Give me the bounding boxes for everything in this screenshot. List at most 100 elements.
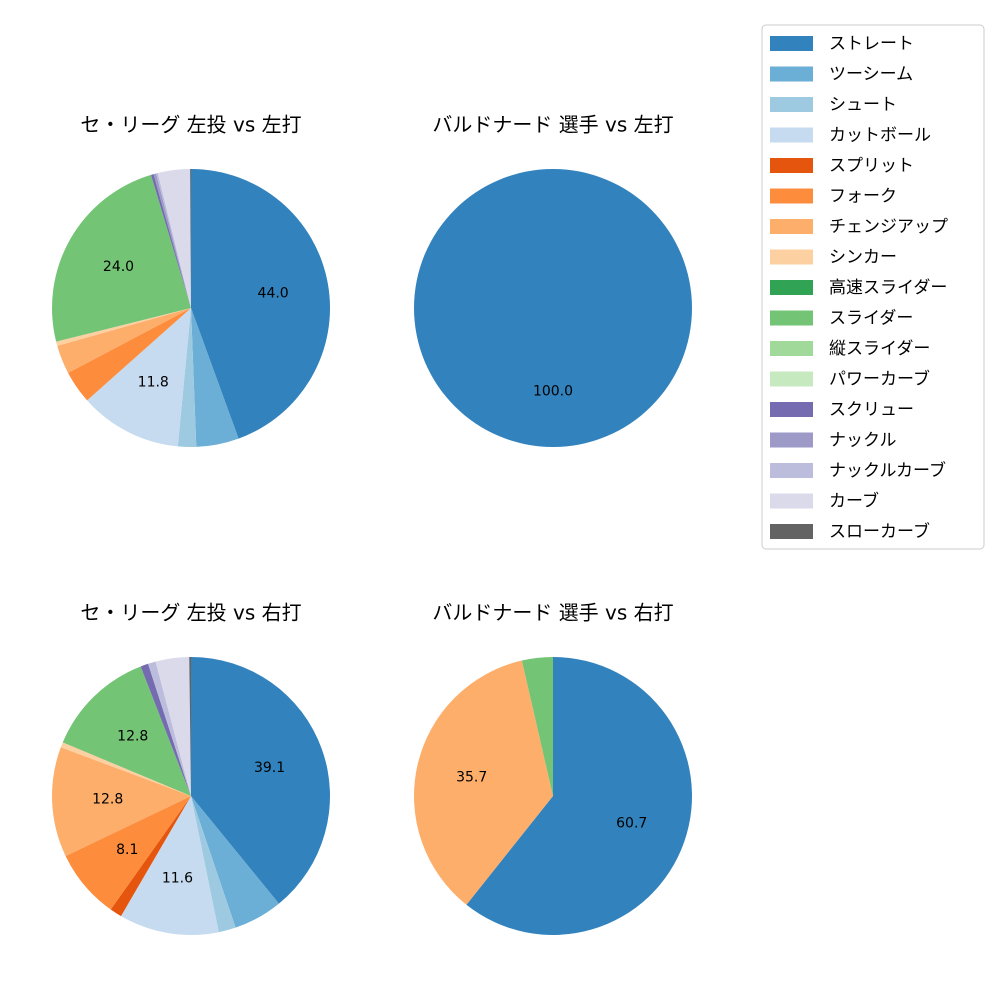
legend-swatch [770,371,813,387]
pie-chart-3: セ・リーグ 左投 vs 右打 39.1 11.6 8.1 12.8 12.8 [52,601,331,935]
legend-item: チェンジアップ [770,217,948,237]
pie-slice-カットボール [120,796,219,935]
pie-slice-フォーク [68,308,191,401]
pie-title: バルドナード 選手 vs 左打 [432,113,673,137]
pie-title: セ・リーグ 左投 vs 左打 [80,113,301,137]
legend-item: スライダー [770,309,913,329]
legend-label: フォーク [829,187,897,207]
legend-item: カットボール [770,126,931,146]
legend-label: 高速スライダー [829,278,947,298]
pie-title: バルドナード 選手 vs 右打 [432,601,673,625]
legend-item: シンカー [770,248,897,268]
pie-slice-label: 35.7 [456,770,487,786]
pie-slice-フォーク [65,796,191,910]
legend-label: ナックル [829,431,897,451]
legend-item: カーブ [770,491,879,512]
legend-label: ストレート [829,34,914,54]
pie-slice-チェンジアップ [52,747,191,856]
legend-items: ストレートツーシームシュートカットボールスプリットフォークチェンジアップシンカー… [770,34,948,542]
pie-slice-label: 44.0 [258,286,289,302]
pie-slice-スライダー [52,174,192,342]
pie-slice-カーブ [157,169,191,308]
pie-slice-label: 24.0 [103,259,134,275]
legend-swatch [770,432,813,448]
legend-swatch [770,493,813,509]
pie-slice-スローカーブ [189,657,191,796]
legend-label: ナックルカーブ [829,460,946,481]
legend-item: 縦スライダー [770,339,930,359]
legend-swatch [770,310,813,326]
legend-label: スプリット [829,156,914,176]
pie-slice-スライダー [521,657,553,796]
pie-slice-label: 11.8 [138,374,169,390]
legend-item: スクリュー [770,400,914,420]
pie-slice-label: 8.1 [116,842,138,858]
legend-label: シュート [829,95,897,115]
legend-swatch [770,97,813,112]
legend-swatch [770,188,813,204]
pie-slice-ストレート [414,169,692,447]
legend-item: シュート [770,95,897,115]
pie-slice-label: 11.6 [162,870,193,886]
legend: ストレートツーシームシュートカットボールスプリットフォークチェンジアップシンカー… [761,24,985,550]
legend-label: カーブ [829,491,879,512]
pie-slice-チェンジアップ [413,660,553,905]
pie-slice-label: 60.7 [616,816,647,832]
pie-slice-ナックル [153,173,191,308]
legend-swatch [770,36,813,51]
pie-slice-カーブ [155,657,191,796]
pie-slice-label: 39.1 [254,760,285,776]
legend-item: パワーカーブ [770,369,930,390]
pie-slice-スクリュー [140,663,191,796]
pie-slice-label: 100.0 [533,383,573,399]
legend-item: ナックル [770,431,897,451]
legend-label: カットボール [829,126,931,146]
pie-slice-シンカー [56,308,192,346]
pie-slice-label: 12.8 [117,728,148,744]
legend-swatch [770,524,813,539]
legend-item: スプリット [770,156,914,176]
legend-swatch [770,127,813,143]
legend-item: ストレート [770,34,914,54]
legend-label: ツーシーム [829,65,913,85]
pie-chart-2: バルドナード 選手 vs 左打 100.0 [414,113,692,447]
legend-swatch [770,463,813,478]
pie-charts: セ・リーグ 左投 vs 左打 44.0 11.8 24.0 バルドナード 選手 vs 左… [52,113,692,935]
legend-label: スライダー [829,309,913,329]
legend-item: 高速スライダー [770,278,947,298]
pie-chart-4: バルドナード 選手 vs 右打 60.7 35.7 [413,601,692,935]
legend-label: パワーカーブ [829,369,930,390]
legend-swatch [770,402,813,417]
pie-slice-ストレート [191,169,331,439]
legend-swatch [770,280,813,295]
pie-slice-ナックルカーブ [156,173,191,308]
pie-slice-シュート [191,796,236,933]
pie-slice-スプリット [110,796,191,917]
legend-item: スローカーブ [770,521,930,542]
legend-item: ツーシーム [770,65,913,85]
pie-slice-ツーシーム [191,308,239,447]
pie-slice-ストレート [191,657,331,904]
pie-slice-ナックルカーブ [148,661,191,796]
pie-slice-シンカー [60,742,191,796]
legend-swatch [770,249,813,265]
pie-slice-カットボール [87,308,191,447]
pie-slice-チェンジアップ [57,308,191,373]
legend-item: ナックルカーブ [770,460,946,481]
pie-slice-label: 12.8 [92,792,123,808]
pie-slice-ツーシーム [191,796,279,928]
pie-chart-1: セ・リーグ 左投 vs 左打 44.0 11.8 24.0 [52,113,331,447]
legend-swatch [770,219,813,234]
legend-swatch [770,341,813,356]
legend-swatch [770,66,813,82]
pie-slice-シュート [177,308,197,447]
pie-slice-ストレート [466,657,692,935]
pie-title: セ・リーグ 左投 vs 右打 [80,601,301,625]
legend-label: スローカーブ [829,521,930,542]
legend-label: スクリュー [829,400,914,420]
pie-slice-スローカーブ [190,169,191,308]
legend-label: シンカー [829,248,897,268]
legend-label: チェンジアップ [829,217,948,237]
legend-swatch [770,158,813,173]
